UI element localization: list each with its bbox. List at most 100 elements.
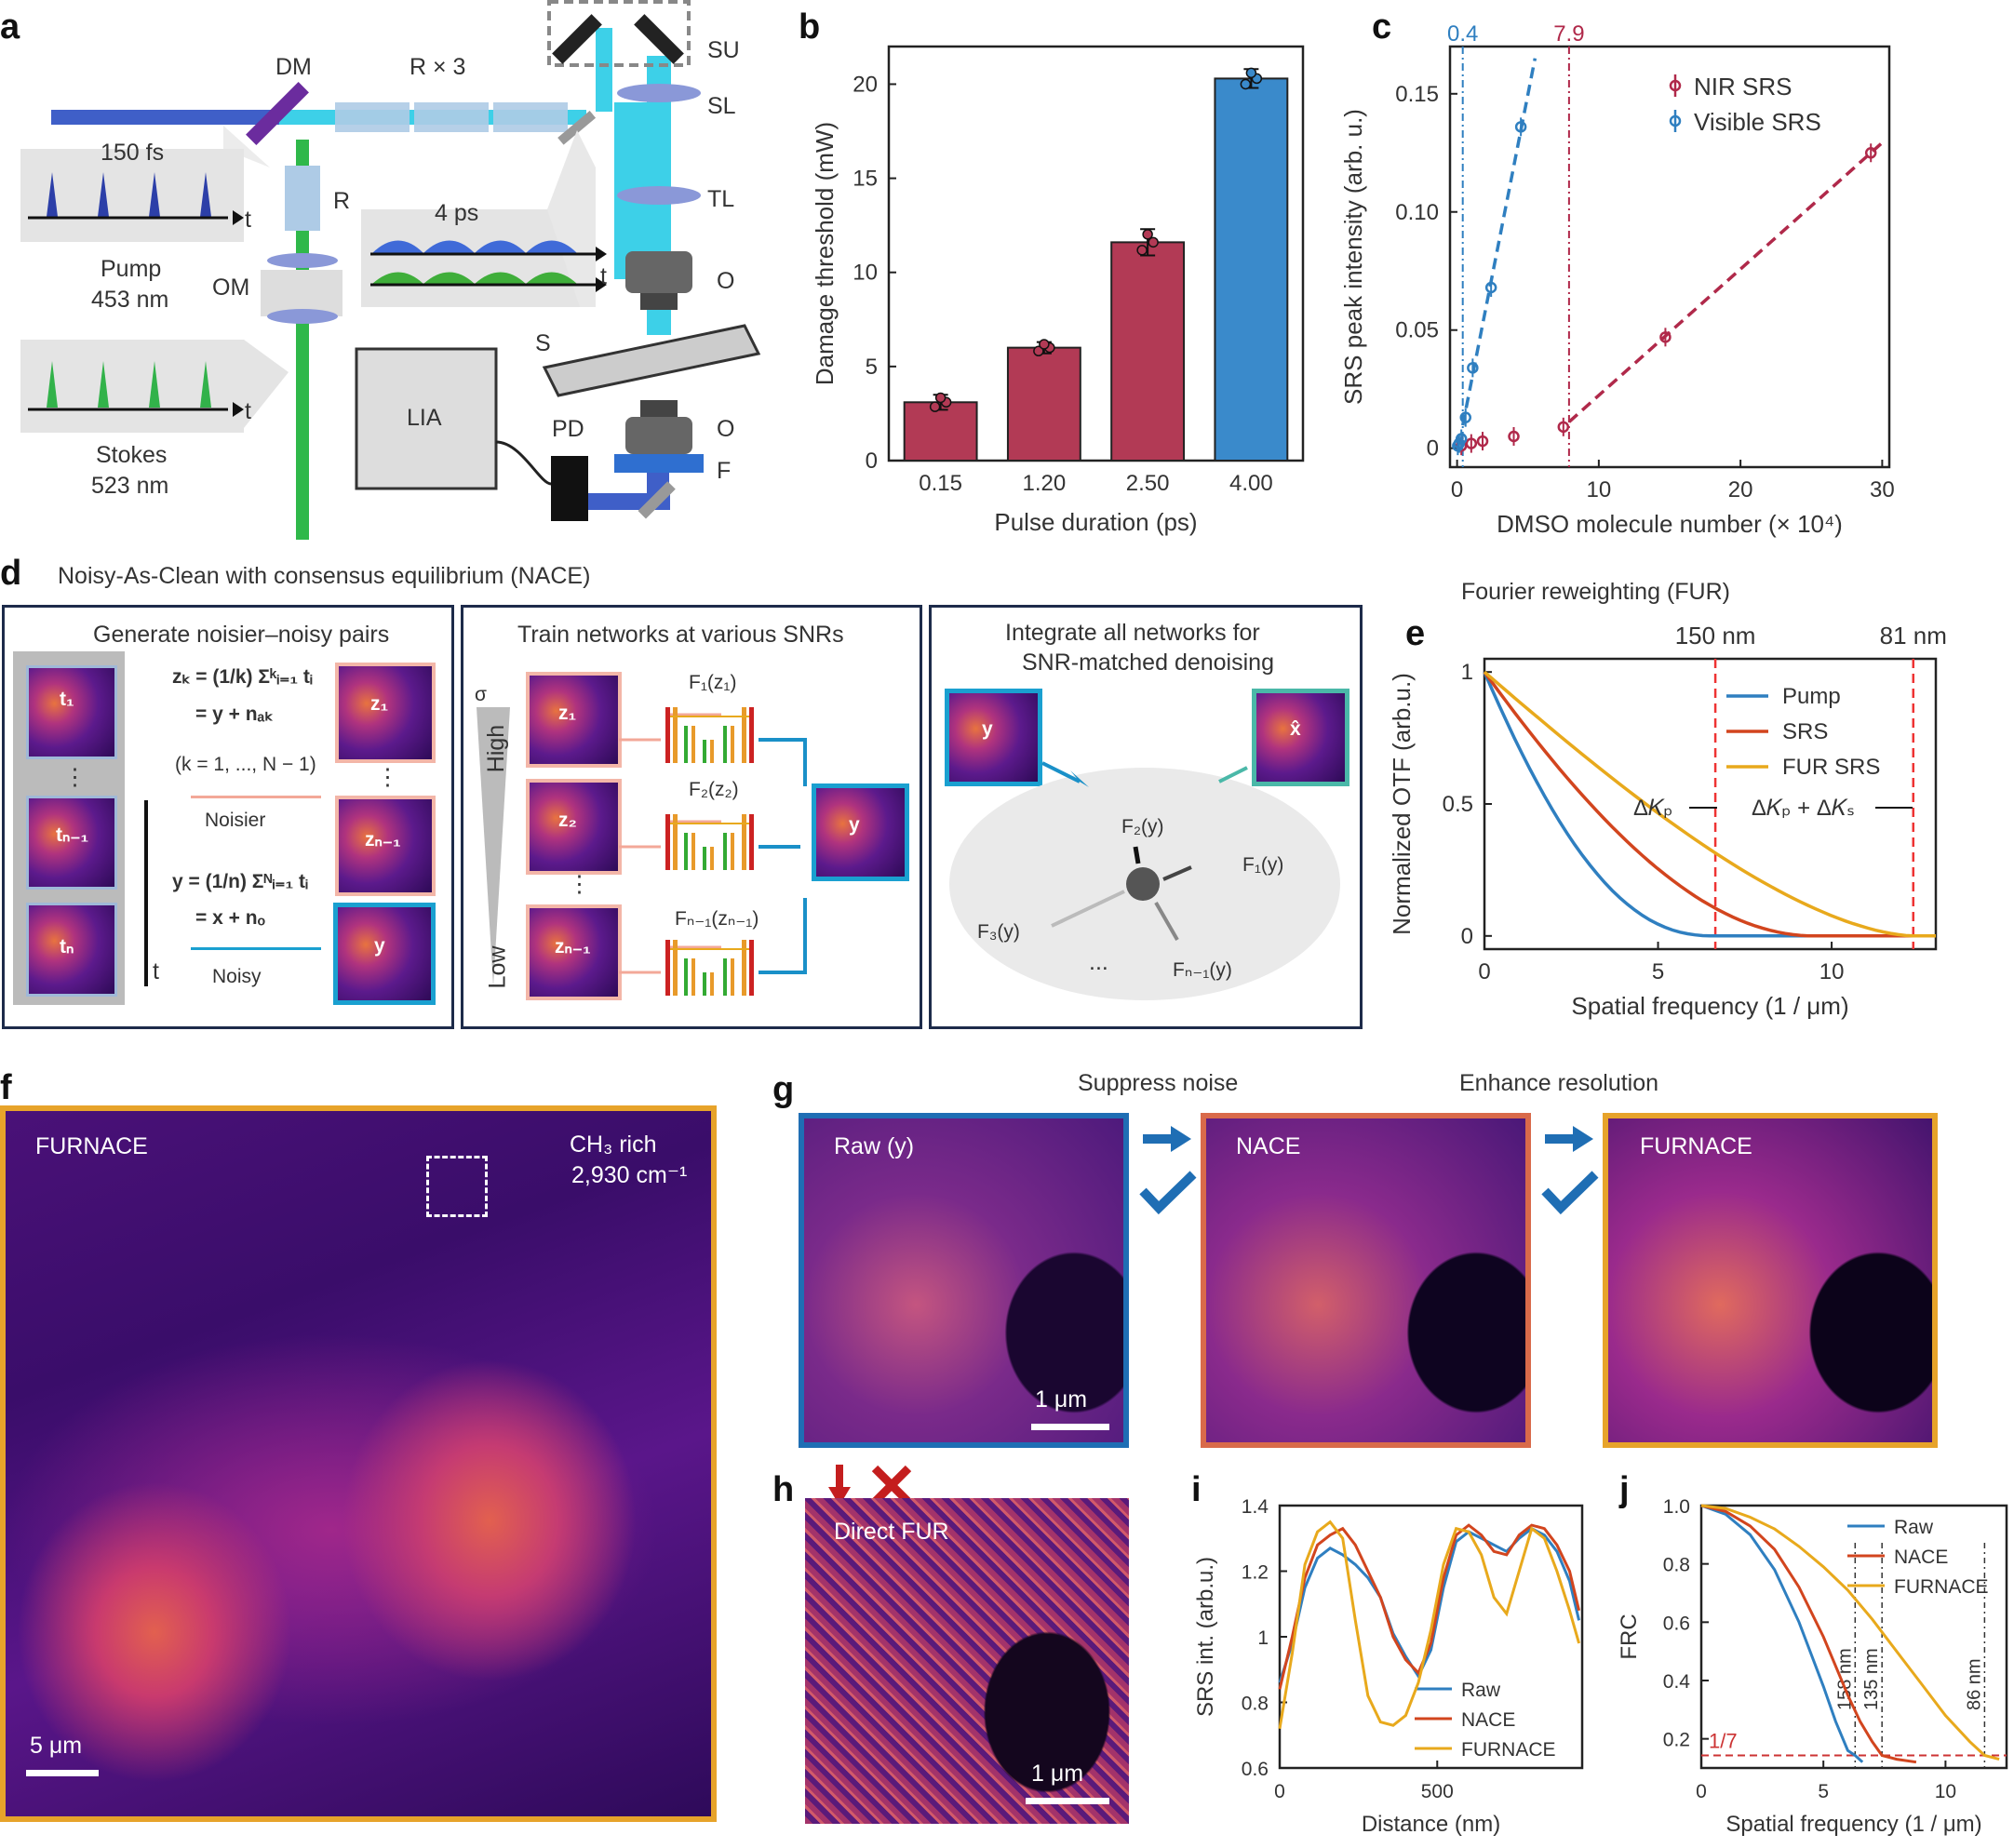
tn1-label: tₙ₋₁ bbox=[56, 824, 89, 846]
train-zn1-label: zₙ₋₁ bbox=[555, 936, 591, 957]
g-enhance: Enhance resolution bbox=[1459, 1070, 1659, 1096]
legend-label: FURNACE bbox=[1894, 1576, 1989, 1598]
y-tick-label: 0.8 bbox=[1242, 1694, 1269, 1715]
img-y bbox=[333, 903, 436, 1005]
photodiode bbox=[551, 456, 588, 521]
legend-label: SRS bbox=[1782, 719, 1828, 744]
chart-c-srs-intensity: 0 10 20 30 0 0.05 0.10 0.15 DMSO molecule number… bbox=[1340, 21, 1895, 538]
f2-label: F₂(z₂) bbox=[689, 779, 739, 800]
y-tick-label: 1 bbox=[1461, 660, 1473, 685]
y-tick-label: 0.6 bbox=[1663, 1613, 1690, 1634]
network-icons bbox=[619, 707, 807, 998]
label-tl: TL bbox=[707, 186, 735, 212]
d-dots-1: ⋮ bbox=[63, 764, 87, 790]
y-axis-label: FRC bbox=[1619, 1614, 1642, 1659]
eq-zk-b: = y + nₐₖ bbox=[195, 703, 274, 725]
k-range: (k = 1, ..., N − 1) bbox=[175, 754, 316, 775]
g-fn: Fₙ₋₁(y) bbox=[1173, 959, 1232, 981]
x-axis-label: Distance (nm) bbox=[1362, 1812, 1500, 1837]
bar-0.15 bbox=[903, 401, 978, 462]
y-tick-label: 0.5 bbox=[1443, 792, 1473, 817]
g-scale: 1 μm bbox=[1035, 1386, 1088, 1413]
h-scale: 1 μm bbox=[1031, 1761, 1084, 1787]
lock-in-amplifier bbox=[355, 347, 498, 490]
panel-label-g: g bbox=[772, 1070, 795, 1109]
f-band: CH₃ rich bbox=[570, 1132, 657, 1158]
rod-2 bbox=[414, 102, 489, 132]
label-150fs: 150 fs bbox=[101, 140, 165, 166]
g-f3: F₃(y) bbox=[977, 921, 1020, 943]
y-tick-label: 1.2 bbox=[1242, 1562, 1269, 1584]
train-z2 bbox=[526, 779, 622, 875]
img-z1 bbox=[335, 663, 436, 763]
fn1-label: Fₙ₋₁(zₙ₋₁) bbox=[675, 908, 759, 930]
bar-1.20 bbox=[1006, 346, 1081, 462]
y-tick-label: 1.0 bbox=[1663, 1496, 1690, 1518]
optical-module bbox=[261, 270, 342, 316]
x-axis-label: Spatial frequency (1 / μm) bbox=[1571, 992, 1848, 1020]
annot-dk-ps: Δ𝐾ₚ + Δ𝐾ₛ bbox=[1752, 796, 1855, 821]
replicate-point bbox=[929, 401, 941, 412]
snr-wedge bbox=[477, 707, 510, 986]
y-tick-label: 0.4 bbox=[1663, 1671, 1691, 1693]
cutoff-label: 81 nm bbox=[1880, 622, 1947, 649]
g-f1: F₁(y) bbox=[1242, 854, 1284, 876]
y-tick-label: 20 bbox=[853, 72, 878, 97]
frame-t1 bbox=[26, 665, 117, 759]
chart-i-line-profile: 0 500 0.6 0.8 1 1.2 1.4 Distance (nm) SRS int. (… bbox=[1193, 1496, 1584, 1837]
down-arrow-cross bbox=[828, 1465, 912, 1506]
d-box2-title: Train networks at various SNRs bbox=[517, 622, 844, 648]
noisy-label: Noisy bbox=[212, 966, 262, 987]
plot-frame bbox=[1448, 45, 1891, 469]
x-tick-label: 2.50 bbox=[1126, 471, 1170, 496]
line-raw bbox=[1278, 1526, 1581, 1683]
x-axis-label: Spatial frequency (1 / μm) bbox=[1725, 1812, 1981, 1837]
sigma-label: σ bbox=[475, 684, 487, 705]
stokes-beam bbox=[296, 140, 309, 540]
frame-tn1 bbox=[26, 796, 117, 890]
integrate-y bbox=[945, 689, 1042, 786]
consensus-node bbox=[1126, 867, 1160, 901]
replicate-point bbox=[1240, 78, 1252, 90]
y-tick-label: 0.8 bbox=[1663, 1555, 1690, 1576]
image-g-raw bbox=[799, 1113, 1129, 1448]
label-f: F bbox=[717, 458, 732, 484]
x-axis-label: DMSO molecule number (× 10⁴) bbox=[1497, 510, 1843, 538]
integrate-xhat bbox=[1252, 689, 1349, 786]
filter bbox=[614, 454, 704, 473]
otf-line-srs bbox=[1483, 671, 1936, 938]
panel-label-b: b bbox=[799, 7, 821, 47]
replicate-point bbox=[1033, 345, 1044, 357]
objective-bottom bbox=[625, 417, 692, 454]
label-lia: LIA bbox=[407, 405, 442, 431]
label-su: SU bbox=[707, 37, 740, 63]
replicate-point bbox=[1148, 236, 1159, 248]
label-om: OM bbox=[212, 275, 250, 301]
train-y bbox=[812, 783, 909, 881]
f-wn: 2,930 cm⁻¹ bbox=[571, 1162, 688, 1188]
label-r: R bbox=[333, 188, 351, 214]
x-tick-label: 5 bbox=[1818, 1781, 1829, 1802]
chart-b-damage-threshold: 0 5 10 15 20 0.15 1.20 2.50 4.00 Pulse duration (… bbox=[811, 45, 1305, 536]
panel-label-a: a bbox=[0, 7, 20, 47]
dichroic-mirror bbox=[246, 82, 309, 145]
rod-single bbox=[285, 166, 320, 231]
x-tick-label: 0 bbox=[1451, 477, 1463, 502]
otf-line-fur-srs bbox=[1483, 670, 1936, 938]
y-axis-label: Damage threshold (mW) bbox=[811, 122, 839, 385]
y-tick-label: 1.4 bbox=[1242, 1496, 1269, 1518]
scanning-unit bbox=[547, 0, 691, 67]
legend-label: Visible SRS bbox=[1694, 108, 1821, 136]
y-label-1: y bbox=[374, 935, 385, 957]
setup-diagram bbox=[20, 0, 761, 540]
g-scalebar bbox=[1031, 1424, 1109, 1430]
legend-marker-dot bbox=[1669, 79, 1682, 92]
x-tick-label: 4.00 bbox=[1229, 471, 1273, 496]
tube-lens bbox=[617, 186, 701, 205]
cutoff-label: 150 nm bbox=[1675, 622, 1756, 649]
x-tick-label: 0 bbox=[1696, 1781, 1707, 1802]
panel-label-e: e bbox=[1405, 614, 1426, 653]
line-nace bbox=[1700, 1504, 1917, 1764]
threshold-label: 7.9 bbox=[1553, 21, 1584, 47]
x-tick-label: 30 bbox=[1870, 477, 1895, 502]
